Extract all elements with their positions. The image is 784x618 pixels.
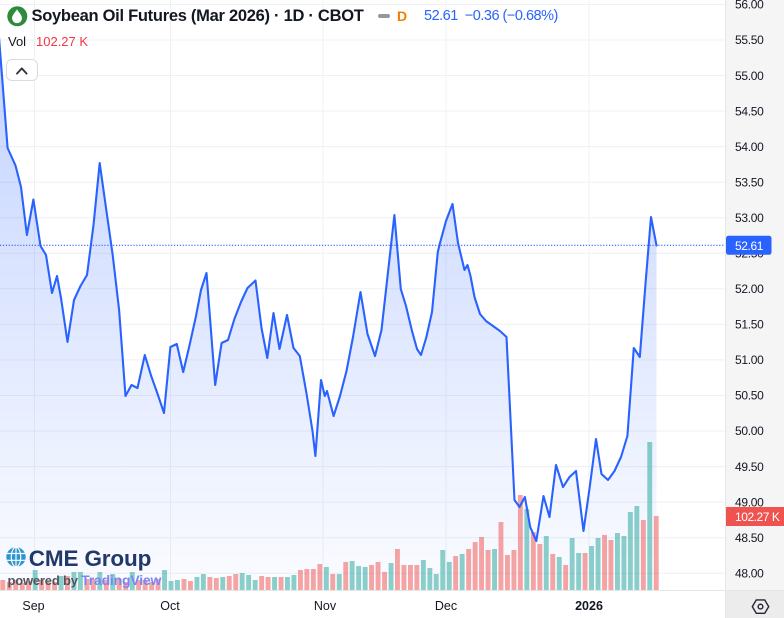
svg-text:48.00: 48.00: [735, 567, 764, 581]
svg-text:54.00: 54.00: [735, 140, 764, 154]
svg-text:Dec: Dec: [435, 599, 457, 613]
svg-text:52.00: 52.00: [735, 282, 764, 296]
svg-text:48.50: 48.50: [735, 531, 764, 545]
svg-text:2026: 2026: [575, 599, 603, 613]
svg-text:50.00: 50.00: [735, 424, 764, 438]
svg-text:51.50: 51.50: [735, 318, 764, 332]
svg-text:Oct: Oct: [160, 599, 180, 613]
svg-text:49.50: 49.50: [735, 460, 764, 474]
svg-text:52.61: 52.61: [735, 239, 764, 253]
svg-text:53.00: 53.00: [735, 211, 764, 225]
svg-text:54.50: 54.50: [735, 104, 764, 118]
svg-text:55.00: 55.00: [735, 69, 764, 83]
svg-text:53.50: 53.50: [735, 175, 764, 189]
svg-text:51.00: 51.00: [735, 353, 764, 367]
svg-text:50.50: 50.50: [735, 389, 764, 403]
svg-text:56.00: 56.00: [735, 0, 764, 12]
svg-text:55.50: 55.50: [735, 33, 764, 47]
svg-text:49.00: 49.00: [735, 495, 764, 509]
svg-text:Nov: Nov: [314, 599, 337, 613]
svg-text:Sep: Sep: [22, 599, 44, 613]
svg-text:102.27 K: 102.27 K: [735, 510, 780, 524]
